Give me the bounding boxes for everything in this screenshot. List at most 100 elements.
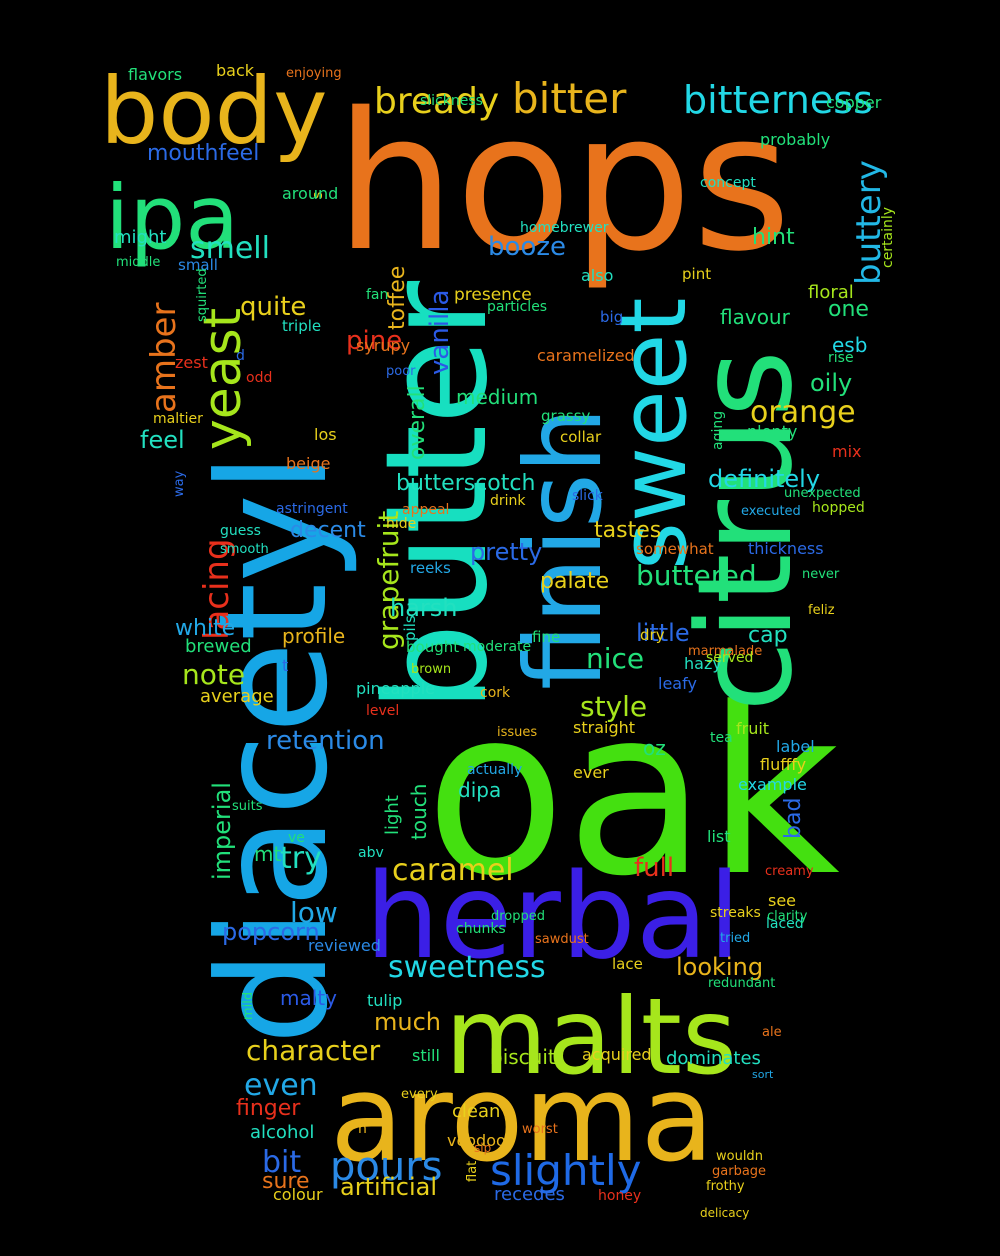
- word-drink: drink: [490, 493, 526, 509]
- word-malty: malty: [280, 986, 337, 1010]
- word-bready: bready: [374, 81, 499, 122]
- word-feliz: feliz: [808, 603, 835, 618]
- word-appeal: appeal: [402, 502, 449, 518]
- word-beige: beige: [286, 454, 330, 473]
- word-fruit: fruit: [736, 719, 769, 738]
- word-sip: sip: [474, 1141, 491, 1155]
- word-bad: bad: [781, 798, 806, 839]
- word-colour: colour: [273, 1185, 323, 1204]
- word-issues: issues: [497, 725, 537, 740]
- word-tastes: tastes: [594, 518, 661, 543]
- word-back: back: [216, 61, 255, 80]
- word-d: d: [236, 348, 245, 364]
- word-tea: tea: [710, 730, 733, 746]
- word-syrupy: syrupy: [356, 336, 410, 355]
- word-triple: triple: [282, 317, 321, 335]
- word-alcohol: alcohol: [250, 1122, 314, 1143]
- word-diacetyl: diacetyl: [187, 452, 361, 1045]
- word-definitely: definitely: [708, 465, 820, 493]
- word-served: served: [706, 650, 753, 666]
- word-t: t: [282, 656, 288, 675]
- word-palate: palate: [540, 569, 609, 594]
- word-pint: pint: [682, 265, 711, 283]
- word-body: body: [100, 58, 328, 165]
- word-small: small: [178, 256, 218, 274]
- word-clarity: clarity: [767, 909, 808, 924]
- word-character: character: [246, 1034, 381, 1067]
- word-oak: oak: [425, 660, 840, 927]
- word-list: list: [707, 827, 731, 846]
- word-dominates: dominates: [666, 1048, 761, 1069]
- word-amber: amber: [144, 303, 184, 413]
- word-grapefruit: grapefruit: [372, 511, 405, 650]
- word-certainly: certainly: [880, 207, 896, 268]
- word-never: never: [802, 567, 840, 582]
- word-malts: malts: [445, 976, 737, 1098]
- word-big: big: [600, 308, 623, 326]
- word-every: every: [401, 1087, 438, 1102]
- word-full: full: [634, 853, 674, 883]
- word-might: might: [114, 227, 166, 248]
- word-quite: quite: [240, 292, 306, 322]
- word-tulip: tulip: [367, 991, 402, 1010]
- word-mix: mix: [832, 442, 862, 461]
- word-maltier: maltier: [153, 411, 203, 427]
- word-fine: fine: [532, 628, 560, 646]
- word-sure: sure: [262, 1169, 310, 1194]
- word-wouldn: wouldn: [716, 1149, 763, 1164]
- word-harsh: harsh: [390, 594, 458, 622]
- word-dropped: dropped: [491, 909, 545, 924]
- word-probably: probably: [760, 130, 830, 149]
- word-collar: collar: [560, 428, 602, 446]
- word-concept: concept: [700, 175, 756, 191]
- word-worst: worst: [522, 1122, 558, 1137]
- word-acquired: acquired: [582, 1045, 652, 1064]
- word-pretty: pretty: [470, 538, 542, 566]
- word-light: light: [382, 795, 403, 835]
- word-retention: retention: [266, 726, 385, 756]
- word-n: n: [358, 1121, 367, 1137]
- word-mild: mild: [241, 992, 256, 1020]
- word-sweetness: sweetness: [388, 950, 546, 985]
- word-herbal: herbal: [365, 847, 741, 985]
- word-finger: finger: [236, 1096, 301, 1121]
- word-citrus: citrus: [669, 350, 821, 712]
- word-yeast: yeast: [193, 308, 253, 450]
- word-slightly: slightly: [490, 1146, 642, 1195]
- word-guess: guess: [220, 523, 261, 539]
- word-reeks: reeks: [410, 559, 451, 577]
- word-toffee: toffee: [385, 266, 410, 330]
- word-particles: particles: [487, 299, 547, 315]
- word-slickness: slickness: [420, 93, 483, 109]
- word-medium: medium: [456, 385, 538, 409]
- word-flavour: flavour: [720, 305, 791, 329]
- word-frothy: frothy: [706, 1179, 745, 1194]
- word-homebrewer: homebrewer: [520, 220, 609, 236]
- word-los: los: [314, 425, 337, 444]
- word-slick: slick: [572, 488, 604, 504]
- word-reviewed: reviewed: [308, 936, 381, 955]
- word-note: note: [182, 658, 245, 691]
- word-ve: ve: [288, 830, 305, 846]
- word-delicacy: delicacy: [700, 1206, 749, 1220]
- word-recedes: recedes: [494, 1184, 565, 1205]
- word-mouthfeel: mouthfeel: [147, 141, 259, 166]
- word-vanilla: vanilla: [425, 290, 455, 375]
- word-even: even: [244, 1068, 318, 1103]
- word-s: s: [310, 192, 326, 199]
- word-esb: esb: [832, 333, 867, 357]
- word-imperial: imperial: [208, 782, 236, 880]
- word-sort: sort: [752, 1068, 774, 1081]
- word-garbage: garbage: [712, 1164, 766, 1179]
- word-buttery: buttery: [849, 160, 889, 285]
- word-leafy: leafy: [658, 674, 697, 693]
- word-overall: overall: [405, 385, 430, 460]
- word-squirted: squirted: [195, 268, 210, 322]
- word-zest: zest: [175, 353, 208, 372]
- word-bought: bought: [406, 638, 459, 656]
- word-nice: nice: [586, 642, 644, 675]
- word-streaks: streaks: [710, 905, 761, 921]
- word-one: one: [828, 297, 869, 322]
- word-unexpected: unexpected: [784, 486, 861, 501]
